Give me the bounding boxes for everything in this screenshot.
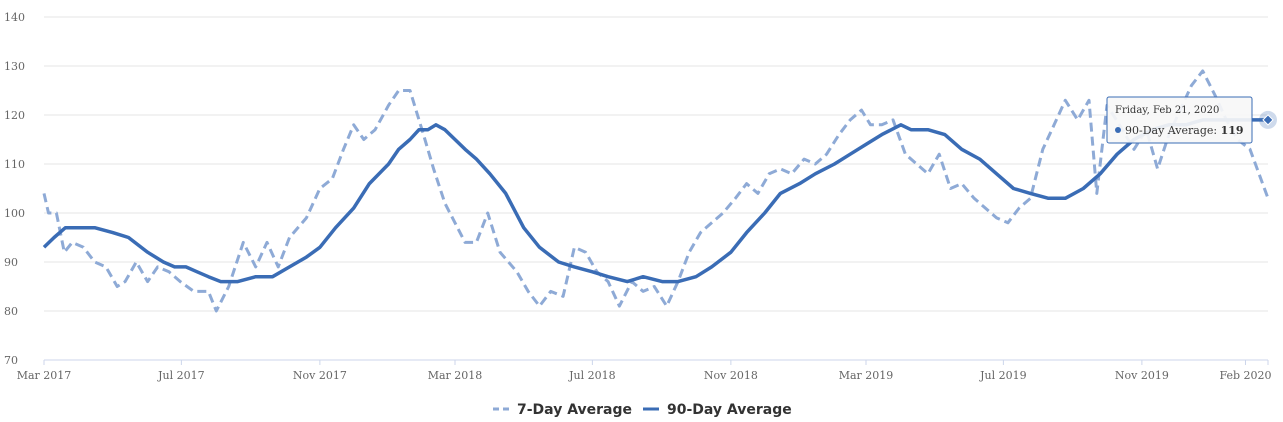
x-tick-label: Nov 2019 — [1115, 369, 1169, 382]
x-tick-label: Mar 2018 — [428, 369, 483, 382]
legend: 7-Day Average 90-Day Average — [493, 402, 792, 418]
y-tick-label: 120 — [4, 109, 25, 122]
y-tick-label: 140 — [4, 11, 25, 24]
tooltip-box — [1106, 96, 1253, 144]
tooltip-series-label: 90-Day Average: 119 — [1125, 124, 1244, 137]
y-tick-label: 130 — [4, 60, 25, 73]
tooltip-date: Friday, Feb 21, 2020 — [1115, 105, 1219, 116]
x-tick-label: Nov 2017 — [293, 369, 347, 382]
legend-label: 90-Day Average — [667, 402, 792, 418]
markers — [1259, 110, 1277, 129]
tooltip-value: 119 — [1221, 124, 1244, 137]
axes: 70 80 90 100 110 120 130 140 Mar 2017 Jul 2017 Nov… — [4, 11, 1272, 382]
x-tick-label: Feb 2020 — [1219, 369, 1271, 382]
y-tick-label: 80 — [4, 305, 18, 318]
y-tick-label: 90 — [4, 256, 18, 269]
series-group — [42, 69, 1270, 313]
x-tick-label: Jul 2019 — [979, 369, 1027, 382]
y-tick-label: 110 — [4, 158, 25, 171]
hover-marker — [1262, 114, 1274, 126]
legend-item[interactable]: 7-Day Average — [493, 402, 632, 418]
series-line-7-day-average — [42, 69, 1270, 313]
tooltip-series-dot — [1115, 127, 1121, 133]
tooltip: Friday, Feb 21, 2020 90-Day Average: 119 — [1106, 96, 1253, 144]
legend-item[interactable]: 90-Day Average — [643, 402, 792, 418]
series-line-90-day-average — [42, 118, 1268, 284]
x-tick-label: Mar 2019 — [839, 369, 894, 382]
grid — [44, 16, 1268, 361]
y-tick-label: 100 — [4, 207, 25, 220]
x-tick-label: Nov 2018 — [704, 369, 758, 382]
x-tick-label: Jul 2017 — [157, 369, 205, 382]
x-tick-label: Jul 2018 — [568, 369, 616, 382]
legend-label: 7-Day Average — [517, 402, 632, 418]
x-tick-label: Mar 2017 — [17, 369, 72, 382]
y-tick-label: 70 — [4, 354, 18, 367]
